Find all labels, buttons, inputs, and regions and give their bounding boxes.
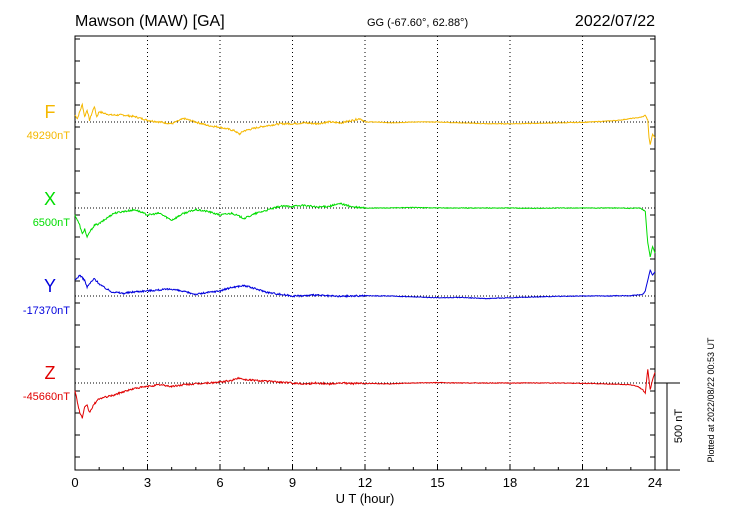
series-name-z: Z: [45, 363, 56, 383]
x-tick-label: 15: [430, 475, 444, 490]
x-tick-label: 9: [289, 475, 296, 490]
series-line-f: [74, 102, 656, 145]
x-tick-label: 24: [648, 475, 662, 490]
series-baseline-x: 6500nT: [33, 217, 71, 229]
series-baseline-f: 49290nT: [27, 130, 71, 142]
plotted-at-note: Plotted at 2022/08/22 00:53 UT: [706, 337, 716, 463]
plot-date: 2022/07/22: [575, 13, 655, 30]
vertical-gridlines: [147, 36, 583, 470]
series-name-y: Y: [44, 276, 56, 296]
scale-bar: 500 nT: [655, 382, 685, 471]
x-tick-label: 21: [575, 475, 589, 490]
x-axis-label: U T (hour): [336, 491, 395, 506]
scale-bar-label: 500 nT: [673, 409, 685, 444]
series-baseline-z: -45660nT: [23, 391, 70, 403]
x-tick-label: 12: [358, 475, 372, 490]
station-title: Mawson (MAW) [GA]: [75, 13, 225, 30]
series-baseline-y: -17370nT: [23, 305, 70, 317]
series-traces: [74, 102, 656, 419]
series-line-y: [75, 268, 656, 300]
series-name-f: F: [45, 102, 56, 122]
x-tick-label: 0: [71, 475, 78, 490]
series-name-x: X: [44, 189, 56, 209]
y-tick-marks: [75, 38, 655, 458]
series-labels: F 49290nT X 6500nT Y -17370nT Z -45660nT: [23, 102, 70, 403]
x-tick-label: 6: [216, 475, 223, 490]
series-line-z: [74, 369, 656, 419]
x-tick-label: 18: [503, 475, 517, 490]
series-line-x: [74, 202, 656, 258]
x-tick-label: 3: [144, 475, 151, 490]
station-coordinates: GG (-67.60°, 62.88°): [367, 17, 468, 29]
x-axis-ticks: 0 3 6 9 12 15 18 21 24: [71, 464, 662, 490]
